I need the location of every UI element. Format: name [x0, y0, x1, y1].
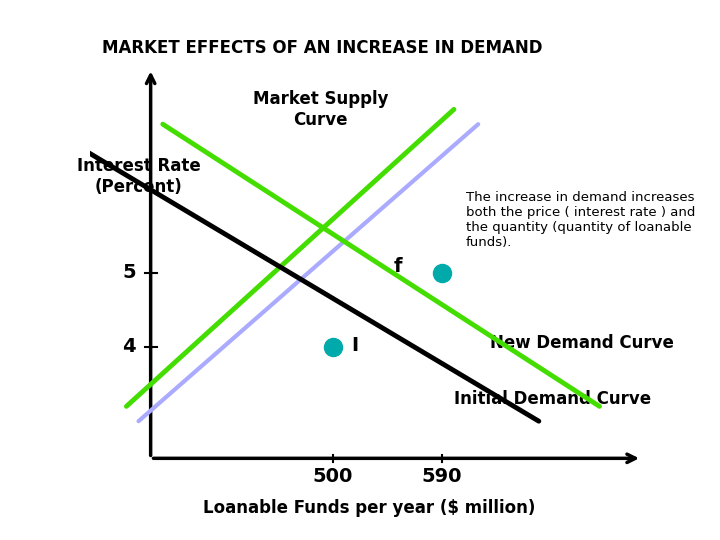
Text: 590: 590 — [421, 467, 462, 486]
Text: Interest Rate
(Percent): Interest Rate (Percent) — [76, 157, 200, 195]
Text: Initial Demand Curve: Initial Demand Curve — [454, 390, 651, 408]
Text: MARKET EFFECTS OF AN INCREASE IN DEMAND: MARKET EFFECTS OF AN INCREASE IN DEMAND — [102, 39, 543, 57]
Text: 4: 4 — [122, 338, 136, 356]
Text: I: I — [351, 336, 358, 355]
Text: 5: 5 — [122, 263, 136, 282]
Text: New Demand Curve: New Demand Curve — [490, 334, 674, 352]
Text: Market Supply
Curve: Market Supply Curve — [253, 90, 388, 129]
Text: The increase in demand increases
both the price ( interest rate ) and
the quanti: The increase in demand increases both th… — [466, 191, 696, 249]
Text: 500: 500 — [312, 467, 353, 486]
Text: f: f — [393, 257, 402, 276]
Text: Loanable Funds per year ($ million): Loanable Funds per year ($ million) — [203, 499, 535, 517]
